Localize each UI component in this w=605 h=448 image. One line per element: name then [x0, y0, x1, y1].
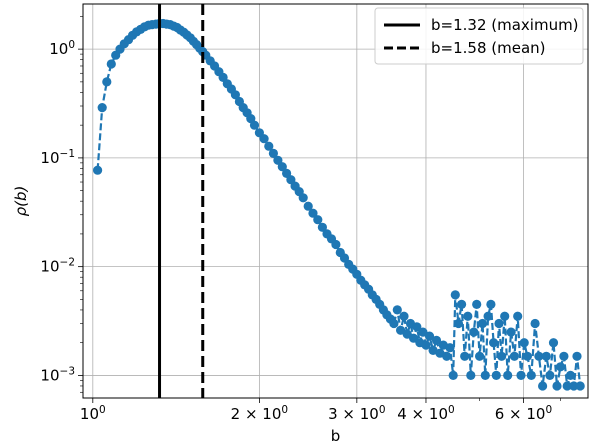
x-axis-label: b — [331, 427, 341, 445]
data-point — [486, 299, 496, 309]
data-point — [268, 148, 278, 158]
data-point — [530, 318, 540, 329]
data-point — [264, 141, 274, 151]
reference-lines — [158, 4, 205, 398]
data-point — [431, 335, 442, 345]
data-point — [450, 290, 460, 300]
y-axis-label: ρ(b) — [12, 186, 30, 217]
data-point — [463, 311, 473, 321]
data-point — [555, 362, 566, 372]
x-tick-label: 3 × 100 — [328, 404, 385, 423]
data-point — [522, 351, 533, 361]
data-point — [102, 77, 112, 87]
x-tick-label: 4 × 100 — [397, 404, 454, 423]
x-tick-label: 2 × 100 — [231, 404, 288, 423]
data-point — [469, 327, 479, 337]
data-point — [516, 370, 526, 380]
legend: b=1.32 (maximum) b=1.58 (mean) — [374, 7, 584, 65]
data-point — [412, 322, 422, 332]
data-point — [308, 208, 318, 218]
y-tick-label: 10−2 — [40, 257, 75, 276]
legend-label: b=1.32 (maximum) — [431, 16, 579, 34]
data-series — [93, 18, 585, 391]
data-point — [538, 381, 548, 391]
data-point — [424, 331, 435, 341]
data-point — [97, 103, 107, 113]
data-point — [277, 162, 287, 172]
data-point — [453, 318, 464, 329]
data-point — [303, 201, 313, 211]
data-point — [313, 215, 323, 225]
data-point — [483, 311, 493, 321]
data-point — [317, 222, 327, 232]
data-point — [389, 318, 399, 329]
data-point — [545, 370, 555, 380]
data-point — [457, 299, 467, 309]
data-point — [519, 338, 529, 348]
data-point — [506, 327, 516, 337]
data-point — [428, 345, 438, 355]
data-point — [230, 90, 240, 100]
y-tick-label: 10−3 — [40, 365, 75, 384]
data-point — [503, 370, 513, 380]
data-point — [249, 120, 260, 130]
x-axis-ticks: 100 2 × 100 3 × 100 4 × 100 6 × 100 — [80, 398, 561, 423]
data-point — [93, 165, 103, 175]
y-tick-label: 10−1 — [40, 148, 75, 167]
data-point — [509, 351, 519, 361]
data-point — [565, 370, 576, 380]
data-point — [497, 351, 507, 361]
data-point — [259, 134, 269, 144]
x-tick-label: 100 — [80, 404, 106, 423]
data-point — [399, 311, 409, 321]
data-point — [418, 327, 428, 337]
data-point — [569, 381, 579, 391]
y-tick-label: 100 — [49, 39, 75, 58]
data-point — [421, 340, 431, 350]
data-point — [552, 381, 562, 391]
data-point — [526, 370, 536, 380]
data-point — [477, 318, 488, 329]
data-point — [475, 351, 485, 361]
x-tick-label: 6 × 100 — [495, 404, 552, 423]
data-point — [494, 318, 504, 329]
data-point — [480, 370, 490, 380]
data-point — [500, 311, 510, 321]
data-point — [442, 351, 452, 361]
data-point — [572, 351, 582, 361]
data-point — [562, 381, 572, 391]
data-point — [559, 351, 569, 361]
legend-label: b=1.58 (mean) — [431, 39, 546, 57]
data-point — [273, 155, 283, 165]
data-point — [541, 351, 551, 361]
data-point — [298, 193, 308, 203]
data-point — [575, 381, 585, 391]
data-point — [513, 311, 523, 321]
legend-box — [374, 7, 584, 65]
data-point — [448, 370, 458, 380]
data-point — [460, 351, 470, 361]
data-point — [534, 351, 544, 361]
data-point — [472, 299, 482, 309]
data-point — [548, 338, 559, 348]
data-point — [331, 239, 341, 250]
data-point — [392, 305, 402, 315]
data-point — [489, 338, 499, 348]
data-point — [445, 343, 455, 353]
data-point — [466, 370, 476, 380]
data-point — [491, 370, 501, 380]
data-point — [106, 59, 116, 69]
y-axis-ticks: 10−3 10−2 10−1 100 — [40, 16, 83, 393]
